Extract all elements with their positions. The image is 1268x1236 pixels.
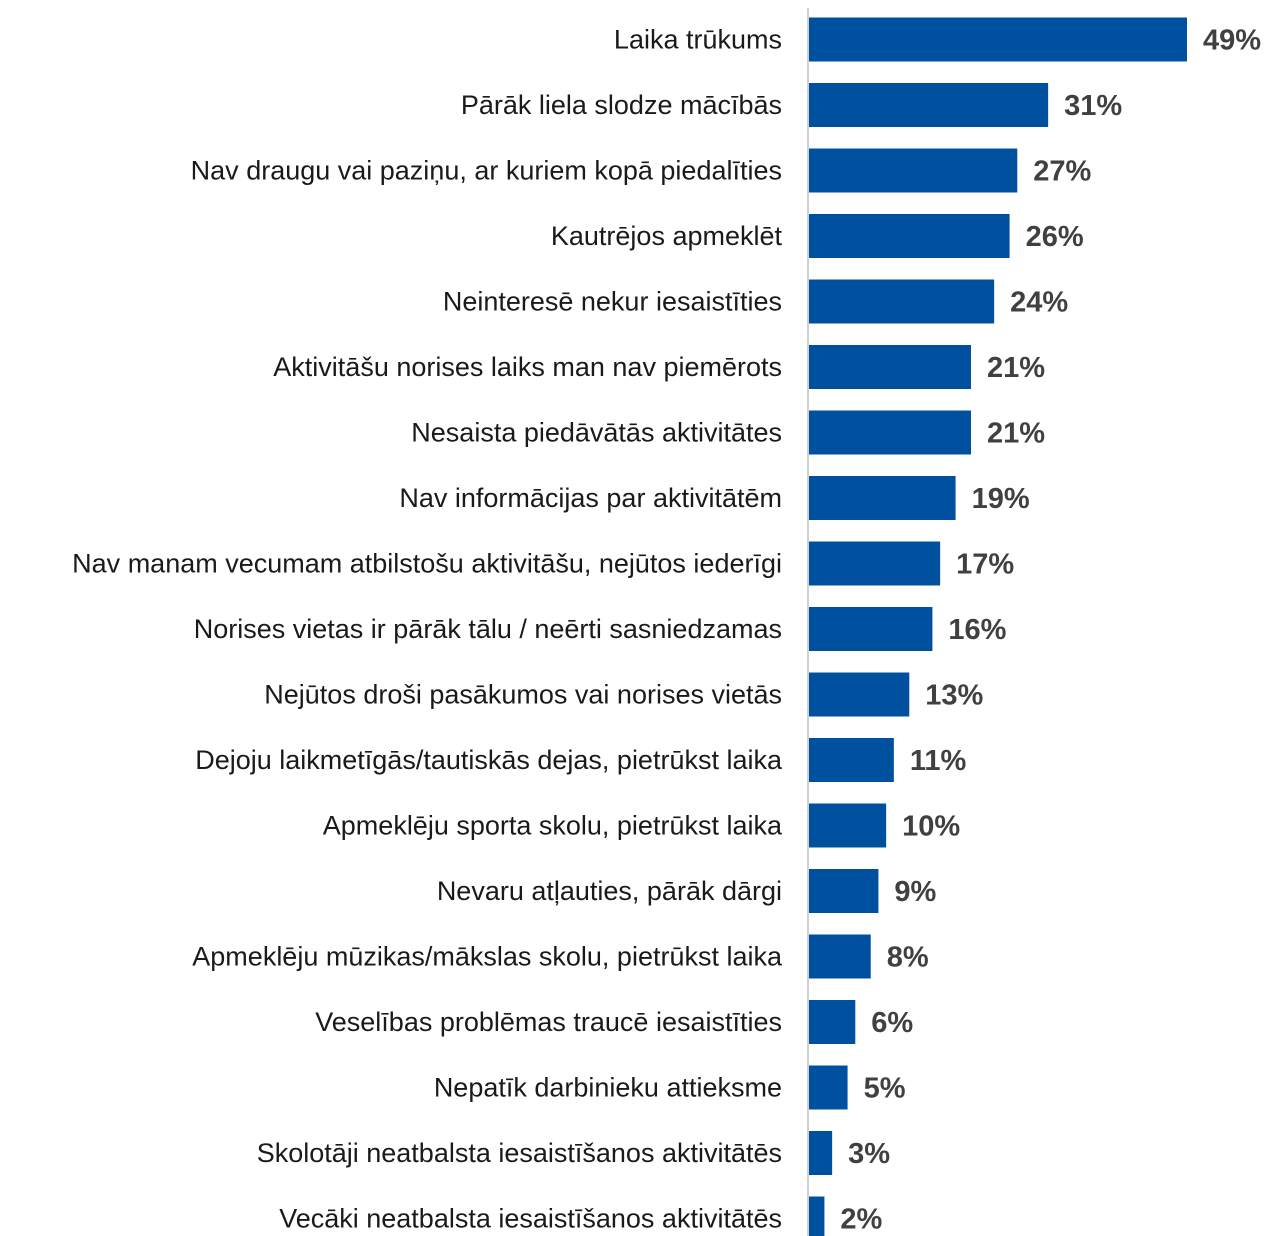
- category-labels-group: Laika trūkums Pārāk liela slodze mācībās N…: [72, 25, 783, 1234]
- bar: [809, 410, 971, 455]
- bar: [809, 83, 1049, 127]
- bar: [809, 934, 871, 979]
- bar: [809, 148, 1018, 193]
- category-label: Nejūtos droši pasākumos vai norises viet…: [264, 680, 782, 710]
- category-label: Neinteresē nekur iesaistīties: [443, 287, 782, 317]
- category-label: Pārāk liela slodze mācībās: [461, 90, 782, 120]
- value-label: 21%: [987, 418, 1045, 450]
- value-label: 5%: [864, 1073, 906, 1105]
- bar: [809, 1000, 856, 1044]
- bar: [809, 738, 894, 782]
- category-label: Vecāki neatbalsta iesaistīšanos aktivitā…: [279, 1204, 782, 1234]
- bar: [809, 803, 887, 848]
- value-label: 2%: [840, 1204, 882, 1236]
- bar: [809, 279, 995, 324]
- category-label: Kautrējos apmeklēt: [551, 221, 783, 251]
- category-label: Nav draugu vai paziņu, ar kuriem kopā pi…: [191, 156, 782, 186]
- value-label: 49%: [1203, 25, 1261, 57]
- category-label: Skolotāji neatbalsta iesaistīšanos aktiv…: [257, 1138, 782, 1168]
- category-label: Veselības problēmas traucē iesaistīties: [315, 1007, 782, 1037]
- bar: [809, 1131, 833, 1175]
- category-label: Apmeklēju sporta skolu, pietrūkst laika: [323, 811, 783, 841]
- value-labels-group: 49% 31% 27% 26% 24% 21% 21% 19% 17% 16% 13% 11% 10% 9…: [840, 25, 1261, 1236]
- bar: [809, 869, 879, 913]
- bars-group: [809, 17, 1187, 1236]
- value-label: 24%: [1010, 287, 1068, 319]
- category-label: Apmeklēju mūzikas/mākslas skolu, pietrūk…: [192, 942, 783, 972]
- category-label: Nevaru atļauties, pārāk dārgi: [437, 876, 782, 906]
- category-label: Laika trūkums: [614, 25, 782, 55]
- category-label: Aktivitāšu norises laiks man nav piemēro…: [273, 352, 782, 382]
- value-label: 8%: [887, 942, 929, 974]
- bar: [809, 541, 941, 586]
- category-label: Nepatīk darbinieku attieksme: [434, 1073, 782, 1103]
- value-label: 13%: [925, 680, 983, 712]
- bar: [809, 672, 910, 717]
- category-label: Nesaista piedāvātās aktivitātes: [411, 418, 782, 448]
- category-label: Nav informācijas par aktivitātēm: [399, 483, 782, 513]
- value-label: 9%: [894, 876, 936, 908]
- value-label: 16%: [948, 614, 1006, 646]
- bar: [809, 17, 1187, 62]
- value-label: 6%: [871, 1007, 913, 1039]
- bar: [809, 345, 971, 389]
- category-label: Dejoju laikmetīgās/tautiskās dejas, piet…: [195, 745, 783, 775]
- bar: [809, 1196, 825, 1236]
- value-label: 27%: [1033, 156, 1091, 188]
- bar: [809, 476, 956, 520]
- value-label: 17%: [956, 549, 1014, 581]
- bar: [809, 607, 933, 651]
- value-label: 10%: [902, 811, 960, 843]
- value-label: 26%: [1026, 221, 1084, 253]
- category-label: Norises vietas ir pārāk tālu / neērti sa…: [194, 614, 782, 644]
- value-label: 3%: [848, 1138, 890, 1170]
- value-label: 11%: [910, 745, 967, 777]
- value-label: 19%: [972, 483, 1030, 515]
- bar: [809, 1065, 848, 1110]
- value-label: 31%: [1064, 90, 1122, 122]
- bar: [809, 214, 1010, 258]
- value-label: 21%: [987, 352, 1045, 384]
- category-label: Nav manam vecumam atbilstošu aktivitāšu,…: [72, 549, 782, 579]
